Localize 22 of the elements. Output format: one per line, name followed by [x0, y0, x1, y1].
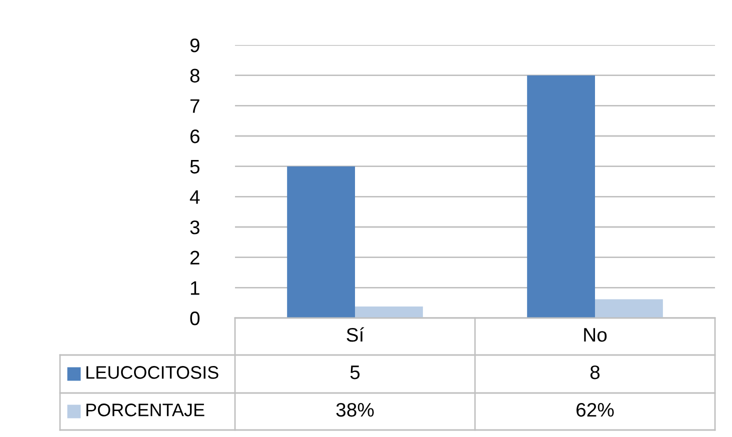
legend-label: LEUCOCITOSIS: [86, 366, 218, 379]
bar: [355, 306, 423, 318]
y-tick-label: 1: [190, 281, 200, 295]
y-tick-label: 7: [190, 99, 200, 113]
bar: [527, 75, 595, 318]
bar: [287, 166, 355, 318]
y-tick-label: 6: [190, 129, 200, 144]
data-label: 5: [350, 366, 360, 380]
y-tick-label: 2: [190, 250, 200, 264]
y-tick-label: 8: [190, 68, 200, 83]
bar: [595, 299, 663, 318]
x-tick-label: Sí: [346, 327, 364, 342]
y-tick-label: 4: [190, 190, 200, 204]
x-tick-label: No: [584, 328, 607, 342]
y-tick-label: 5: [190, 160, 200, 174]
data-label: 38%: [336, 402, 374, 417]
y-tick-label: 3: [190, 220, 200, 234]
data-label: 62%: [576, 402, 614, 417]
y-tick-label: 9: [190, 38, 200, 52]
legend-label: PORCENTAJE: [86, 404, 204, 416]
y-tick-label: 0: [190, 311, 200, 326]
data-label: 8: [590, 365, 600, 380]
